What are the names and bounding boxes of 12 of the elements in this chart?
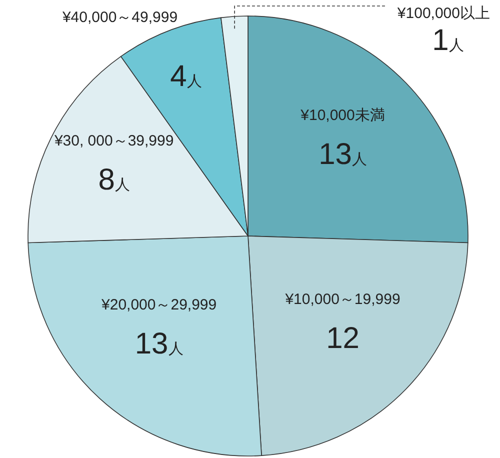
- data-label: 4人: [170, 60, 202, 93]
- data-label: 1人: [432, 24, 464, 57]
- slice-label: ¥30, 000～39,999: [53, 132, 174, 150]
- slice-label: ¥100,000以上: [396, 5, 490, 22]
- data-label: 12: [326, 322, 360, 355]
- data-label: 13人: [318, 138, 367, 172]
- slice-label: ¥40,000～49,999: [61, 9, 178, 26]
- data-label: 13人: [134, 328, 184, 361]
- slice-label: ¥10,000～19,999: [284, 290, 400, 308]
- slice-label: ¥20,000～29,999: [100, 296, 217, 314]
- slice-label: ¥10,000未満: [300, 107, 385, 124]
- data-label: 8人: [98, 163, 130, 196]
